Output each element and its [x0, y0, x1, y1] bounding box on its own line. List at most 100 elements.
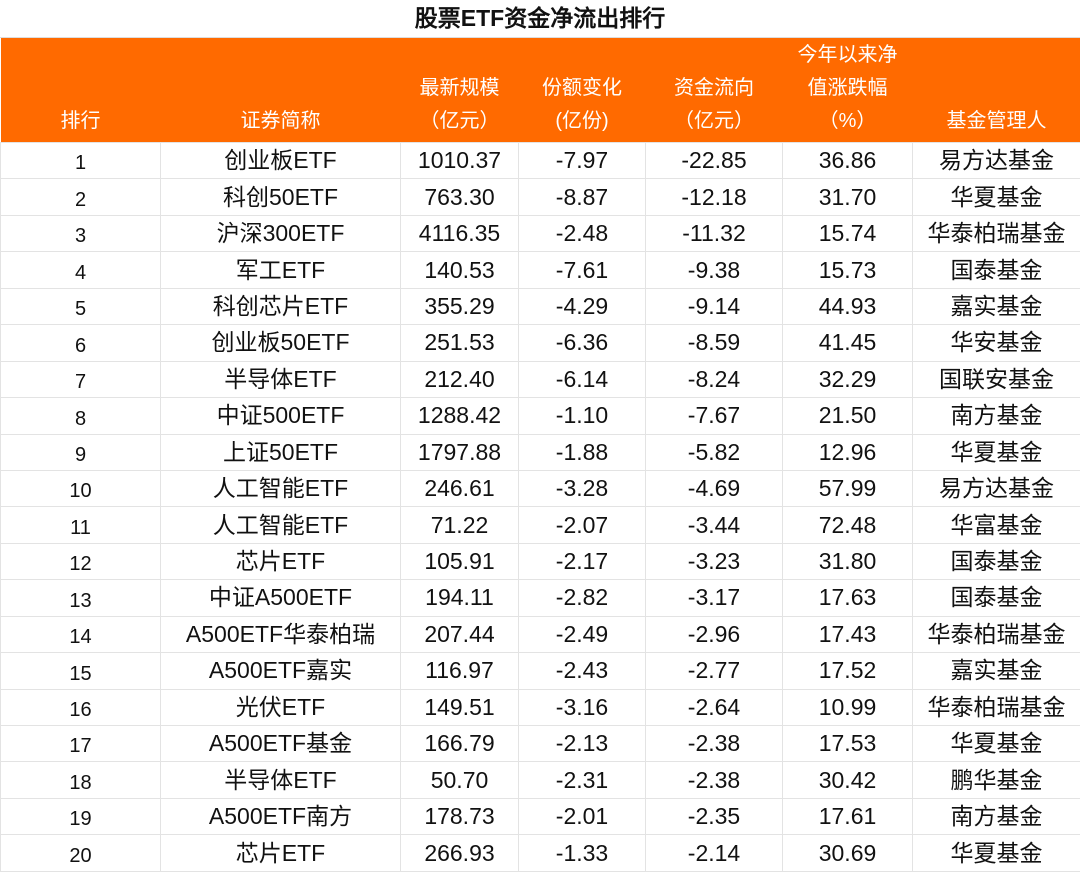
cell-name: 人工智能ETF — [161, 507, 401, 543]
header-line: （%） — [783, 105, 913, 138]
cell-fund-flow: -3.17 — [646, 580, 783, 616]
cell-ytd-return: 15.73 — [783, 252, 913, 288]
cell-rank: 8 — [1, 398, 161, 434]
cell-ytd-return: 31.70 — [783, 179, 913, 215]
cell-size: 50.70 — [401, 762, 519, 798]
cell-share-change: -1.10 — [519, 398, 646, 434]
cell-ytd-return: 15.74 — [783, 215, 913, 251]
cell-size: 1797.88 — [401, 434, 519, 470]
cell-name: 光伏ETF — [161, 689, 401, 725]
header-line: 排行 — [1, 105, 161, 138]
cell-rank: 4 — [1, 252, 161, 288]
cell-manager: 国泰基金 — [913, 543, 1080, 579]
cell-fund-flow: -9.38 — [646, 252, 783, 288]
cell-ytd-return: 17.53 — [783, 726, 913, 762]
cell-name: A500ETF南方 — [161, 798, 401, 834]
cell-size: 105.91 — [401, 543, 519, 579]
cell-name: 创业板ETF — [161, 143, 401, 179]
header-line: 资金流向 — [646, 72, 783, 105]
cell-share-change: -2.82 — [519, 580, 646, 616]
cell-rank: 9 — [1, 434, 161, 470]
cell-rank: 6 — [1, 325, 161, 361]
cell-manager: 华泰柏瑞基金 — [913, 616, 1080, 652]
cell-share-change: -2.17 — [519, 543, 646, 579]
cell-size: 178.73 — [401, 798, 519, 834]
cell-ytd-return: 12.96 — [783, 434, 913, 470]
cell-rank: 14 — [1, 616, 161, 652]
cell-fund-flow: -3.23 — [646, 543, 783, 579]
cell-manager: 易方达基金 — [913, 143, 1080, 179]
cell-size: 246.61 — [401, 470, 519, 506]
cell-manager: 南方基金 — [913, 398, 1080, 434]
cell-name: 科创芯片ETF — [161, 288, 401, 324]
cell-rank: 17 — [1, 726, 161, 762]
cell-name: 上证50ETF — [161, 434, 401, 470]
header-line: 最新规模 — [401, 72, 519, 105]
cell-rank: 3 — [1, 215, 161, 251]
cell-share-change: -7.97 — [519, 143, 646, 179]
etf-outflow-table: 排行证券简称最新规模（亿元）份额变化(亿份)资金流向（亿元）今年以来净值涨跌幅（… — [0, 38, 1080, 872]
cell-fund-flow: -2.38 — [646, 726, 783, 762]
cell-fund-flow: -9.14 — [646, 288, 783, 324]
cell-fund-flow: -2.35 — [646, 798, 783, 834]
cell-size: 763.30 — [401, 179, 519, 215]
cell-share-change: -1.88 — [519, 434, 646, 470]
cell-size: 207.44 — [401, 616, 519, 652]
cell-rank: 19 — [1, 798, 161, 834]
cell-share-change: -6.14 — [519, 361, 646, 397]
cell-manager: 华夏基金 — [913, 434, 1080, 470]
header-line: 证券简称 — [161, 105, 401, 138]
cell-ytd-return: 17.52 — [783, 653, 913, 689]
column-header-rank: 排行 — [1, 38, 161, 143]
cell-size: 71.22 — [401, 507, 519, 543]
cell-share-change: -2.31 — [519, 762, 646, 798]
cell-ytd-return: 36.86 — [783, 143, 913, 179]
cell-name: 沪深300ETF — [161, 215, 401, 251]
cell-name: 芯片ETF — [161, 543, 401, 579]
cell-ytd-return: 17.61 — [783, 798, 913, 834]
cell-rank: 15 — [1, 653, 161, 689]
cell-size: 166.79 — [401, 726, 519, 762]
cell-ytd-return: 10.99 — [783, 689, 913, 725]
column-header-size: 最新规模（亿元） — [401, 38, 519, 143]
cell-ytd-return: 57.99 — [783, 470, 913, 506]
cell-manager: 嘉实基金 — [913, 653, 1080, 689]
cell-name: A500ETF基金 — [161, 726, 401, 762]
cell-share-change: -3.28 — [519, 470, 646, 506]
cell-ytd-return: 41.45 — [783, 325, 913, 361]
cell-rank: 5 — [1, 288, 161, 324]
cell-rank: 13 — [1, 580, 161, 616]
cell-share-change: -2.43 — [519, 653, 646, 689]
column-header-manager: 基金管理人 — [913, 38, 1080, 143]
cell-ytd-return: 32.29 — [783, 361, 913, 397]
cell-share-change: -7.61 — [519, 252, 646, 288]
cell-manager: 华夏基金 — [913, 726, 1080, 762]
cell-ytd-return: 30.42 — [783, 762, 913, 798]
cell-name: 半导体ETF — [161, 361, 401, 397]
cell-ytd-return: 72.48 — [783, 507, 913, 543]
column-header-name: 证券简称 — [161, 38, 401, 143]
cell-fund-flow: -4.69 — [646, 470, 783, 506]
cell-rank: 18 — [1, 762, 161, 798]
cell-size: 1288.42 — [401, 398, 519, 434]
table-title: 股票ETF资金净流出排行 — [0, 0, 1080, 38]
cell-manager: 国泰基金 — [913, 252, 1080, 288]
cell-manager: 华富基金 — [913, 507, 1080, 543]
header-line: （亿元） — [646, 105, 783, 138]
cell-fund-flow: -7.67 — [646, 398, 783, 434]
cell-name: 科创50ETF — [161, 179, 401, 215]
cell-manager: 华泰柏瑞基金 — [913, 689, 1080, 725]
cell-share-change: -8.87 — [519, 179, 646, 215]
cell-ytd-return: 31.80 — [783, 543, 913, 579]
cell-rank: 12 — [1, 543, 161, 579]
